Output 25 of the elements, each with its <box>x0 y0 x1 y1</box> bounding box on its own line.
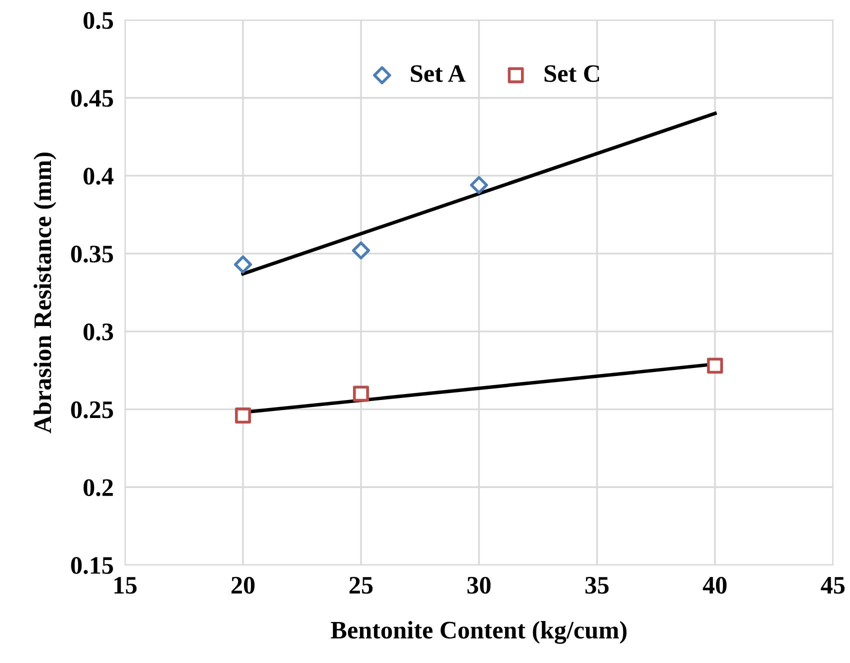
point <box>470 176 488 194</box>
y-tick-label: 0.4 <box>84 168 114 185</box>
y-tick-label: 0.35 <box>71 246 113 263</box>
point <box>707 358 723 374</box>
x-tick-label: 40 <box>702 576 727 594</box>
point <box>235 408 251 424</box>
x-axis-title: Bentonite Content (kg/cum) <box>330 621 627 644</box>
x-tick-label: 25 <box>350 576 373 594</box>
x-tick-label: 15 <box>114 576 137 594</box>
y-tick-label: 0.3 <box>84 323 114 340</box>
y-tick-label: 0.5 <box>84 12 113 30</box>
legend-label: Set C <box>544 65 600 82</box>
point <box>234 255 252 274</box>
y-axis-title: Abrasion Resistance (mm) <box>34 152 56 434</box>
y-tick-label: 0.2 <box>84 479 113 496</box>
y-tick-label: 0.45 <box>71 90 113 107</box>
point <box>352 241 370 260</box>
x-tick-label: 35 <box>585 576 609 594</box>
point <box>353 386 369 402</box>
x-tick-label: 30 <box>467 576 491 594</box>
x-tick-label: 45 <box>820 577 845 594</box>
legend-label: Set A <box>410 65 466 82</box>
y-tick-label: 0.15 <box>71 557 113 574</box>
y-tick-label: 0.25 <box>71 401 113 418</box>
x-tick-label: 20 <box>232 576 255 594</box>
